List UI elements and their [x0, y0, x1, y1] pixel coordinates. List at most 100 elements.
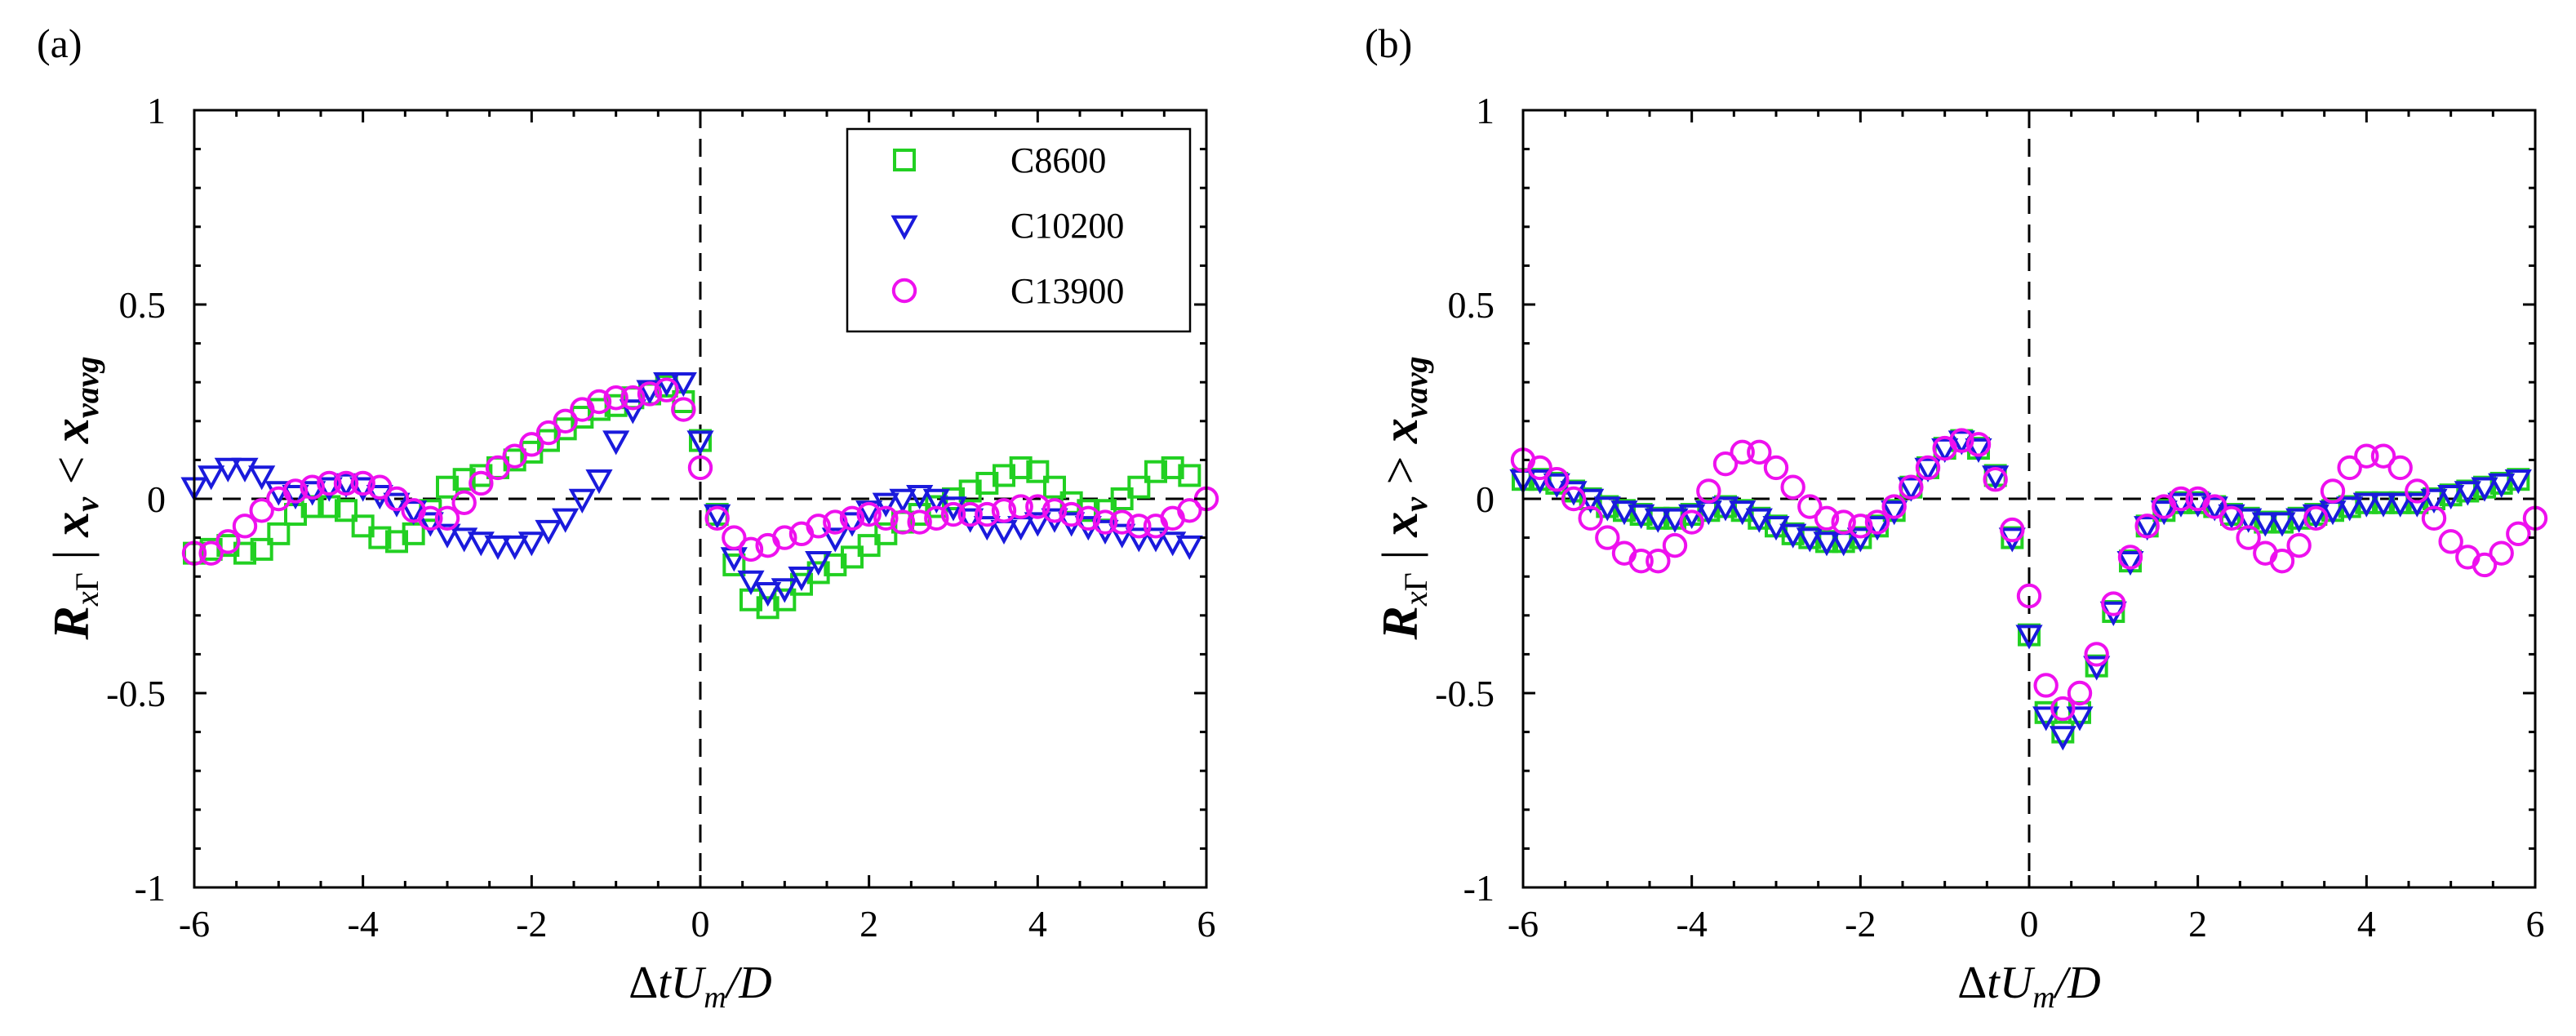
panel-a-point-c13900-49 — [1008, 494, 1033, 519]
panel-a-point-c10200-33 — [737, 570, 765, 595]
panel-a-point-c8600-12 — [385, 530, 408, 554]
panel-a-point-c13900-35 — [772, 525, 797, 550]
panel-b-point-c10200-27 — [1965, 438, 1992, 464]
legend-marker-c10200 — [890, 215, 918, 240]
panel-b-point-c13900-51 — [2370, 443, 2396, 469]
panel-a-y-tick-label: 1 — [147, 90, 166, 131]
panel-a-point-c8600-59 — [1178, 464, 1201, 487]
panel-b-point-c10200-25 — [1931, 438, 1959, 464]
panel-a-legend: C8600 C10200 C13900 — [846, 127, 1192, 333]
panel-a-point-c8600-15 — [436, 475, 459, 499]
panel-a-point-c13900-27 — [637, 381, 663, 407]
panel-a-x-tick-label: -6 — [179, 903, 210, 945]
panel-a-point-c10200-14 — [416, 512, 444, 537]
panel-b: (b) -6 -4 -2 0 2 4 6 -1-0.500.51 ΔtUm/D RxΓ | … — [1365, 20, 2548, 1015]
panel-b-point-c10200-20 — [1846, 527, 1874, 553]
panel-a-point-c8600-32 — [722, 553, 746, 576]
panel-b-point-c13900-34 — [2084, 642, 2109, 667]
panel-a-point-c13900-41 — [873, 505, 899, 531]
panel-b-point-c13900-27 — [1965, 432, 1992, 457]
panel-a-point-c10200-59 — [1175, 535, 1203, 561]
panel-a-point-c10200-35 — [771, 578, 798, 603]
panel-a-point-c10200-20 — [517, 531, 545, 557]
panel-b-y-tick-label: -0.5 — [1435, 673, 1495, 714]
panel-a-point-c13900-19 — [502, 443, 527, 469]
panel-b-point-c10200-44 — [2251, 512, 2279, 537]
panel-a-point-c10200-58 — [1159, 531, 1187, 557]
panel-b-point-c13900-19 — [1831, 509, 1856, 535]
legend-marker-c8600 — [893, 149, 916, 171]
panel-a-point-c10200-13 — [400, 500, 428, 526]
panel-b-point-c10200-7 — [1628, 504, 1655, 529]
panel-b-point-c10200-24 — [1914, 457, 1942, 482]
panel-a-point-c13900-1 — [198, 540, 224, 566]
panel-a-point-c13900-8 — [317, 470, 342, 496]
panel-a-x-tick-label: -4 — [348, 903, 379, 945]
panel-a-point-c13900-14 — [418, 505, 443, 531]
panel-b-point-c10200-34 — [2083, 656, 2111, 681]
panel-a-point-c13900-55 — [1109, 509, 1135, 535]
panel-a-point-c13900-3 — [232, 514, 258, 539]
panel-a-point-c8600-20 — [520, 440, 544, 464]
panel-a-point-c8600-49 — [1009, 456, 1033, 479]
panel-a-point-c13900-54 — [1092, 509, 1118, 535]
panel-b-point-c13900-15 — [1763, 455, 1789, 481]
panel-a-point-c10200-55 — [1108, 523, 1136, 549]
panel-a-point-c13900-45 — [940, 501, 966, 527]
panel-a-point-c13900-2 — [215, 529, 241, 554]
panel-b-ticks — [1521, 109, 2537, 889]
legend-label-c10200: C10200 — [1010, 206, 1124, 246]
panel-a-point-c8600-51 — [1043, 475, 1066, 499]
panel-a-point-c8600-21 — [537, 429, 560, 452]
panel-a-point-c13900-46 — [957, 501, 983, 527]
panel-b-point-c13900-2 — [1544, 467, 1570, 492]
panel-a-point-c13900-50 — [1025, 494, 1050, 519]
panel-b-point-c10200-30 — [2015, 625, 2043, 650]
panel-b-point-c10200-10 — [1678, 504, 1706, 529]
panel-b-point-c13900-11 — [1696, 478, 1721, 504]
panel-a-point-c13900-40 — [856, 501, 882, 527]
panel-b-point-c13900-23 — [1899, 474, 1924, 500]
panel-a-y-tick-label: -0.5 — [106, 673, 166, 714]
panel-a-x-tick-label: -2 — [516, 903, 547, 945]
panel-b-point-c10200-56 — [2454, 481, 2481, 506]
panel-b-point-c13900-18 — [1814, 505, 1840, 531]
panel-b-point-c13900-26 — [1949, 428, 1974, 453]
panel-a-point-c13900-6 — [282, 478, 309, 504]
panel-b-point-c13900-50 — [2354, 443, 2379, 469]
panel-a-point-c8600-5 — [267, 522, 291, 545]
panel-a-point-c8600-24 — [588, 398, 611, 421]
panel-b-point-c13900-54 — [2421, 505, 2447, 531]
legend-label-c13900: C13900 — [1010, 271, 1124, 311]
panel-b-point-c13900-5 — [1595, 525, 1620, 550]
panel-b-point-c10200-54 — [2420, 488, 2448, 514]
panel-a-point-c10200-42 — [889, 488, 917, 514]
legend-marker-c13900 — [891, 278, 917, 304]
panel-a-point-c8600-9 — [335, 499, 358, 522]
panel-b-point-c13900-14 — [1747, 439, 1772, 465]
panel-b-point-c10200-8 — [1644, 508, 1672, 533]
panel-a-point-c13900-37 — [806, 514, 831, 539]
panel-a-x-axis-label: ΔtUm/D — [628, 958, 771, 1015]
panel-a-x-tick-label: 2 — [859, 903, 878, 945]
panel-b-point-c13900-30 — [2016, 583, 2042, 609]
panel-b-x-tick-label: -2 — [1845, 903, 1876, 945]
panel-a-point-c10200-56 — [1125, 527, 1153, 553]
panel-a-y-tick-labels: -1 -0.5 0 0.5 1 — [106, 90, 166, 909]
panel-a-point-c8600-48 — [993, 464, 1015, 487]
panel-a-point-c8600-50 — [1026, 460, 1050, 483]
panel-a-point-c10200-18 — [484, 535, 512, 561]
panel-a-point-c10200-2 — [214, 457, 242, 482]
legend-label-c8600: C8600 — [1010, 140, 1106, 180]
panel-b-point-c10200-37 — [2134, 516, 2161, 541]
panel-b-point-c10200-6 — [1610, 500, 1638, 526]
panel-a-point-c10200-28 — [653, 372, 681, 398]
panel-b-point-c10200-58 — [2488, 473, 2516, 498]
panel-a-point-c10200-22 — [552, 508, 580, 533]
panel-a-point-c8600-41 — [874, 522, 898, 545]
panel-a-point-c13900-51 — [1042, 498, 1068, 523]
panel-a-y-tick-label: 0 — [147, 478, 166, 520]
panel-a-point-c10200-37 — [805, 551, 833, 576]
panel-a-point-c8600-39 — [841, 545, 864, 569]
